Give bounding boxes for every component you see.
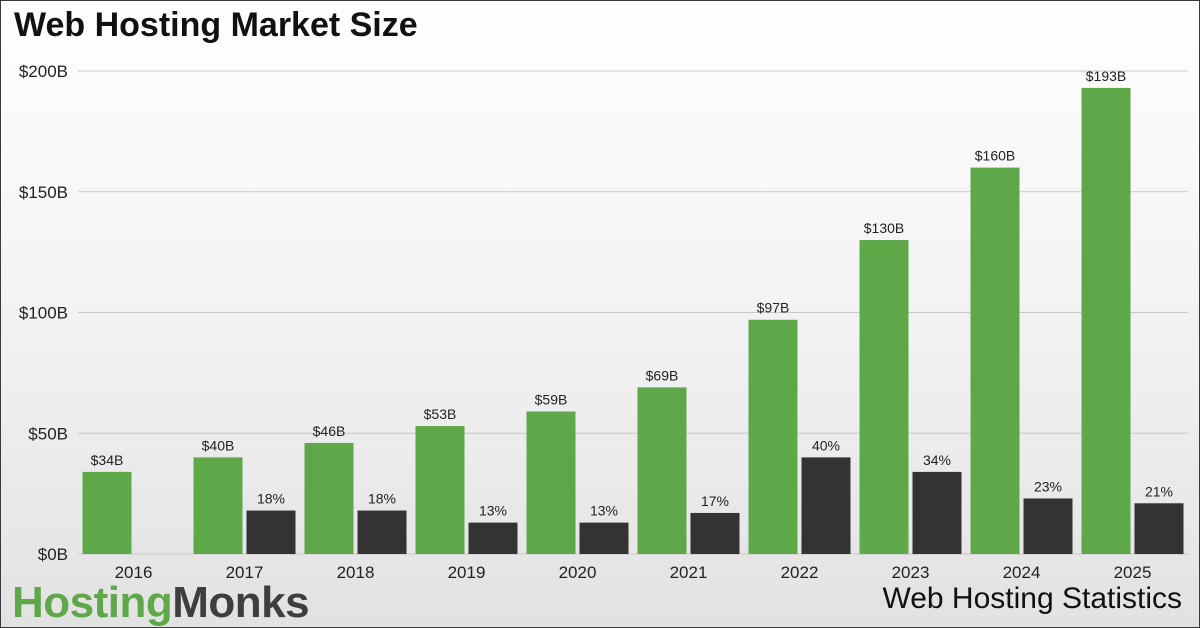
- growth-label-2017: 18%: [257, 491, 285, 507]
- market-size-label-2021: $69B: [646, 367, 679, 383]
- x-axis: 2016 2017 2018 2019 2020 2021 2022 2023 2024 2025: [115, 563, 1152, 582]
- market-size-bar-2024: [970, 167, 1020, 554]
- market-size-label-2016: $34B: [91, 452, 124, 468]
- x-tick-label-2019: 2019: [448, 563, 486, 582]
- hosting-monks-logo: HostingMonks: [12, 578, 310, 628]
- growth-bar-2018: [357, 510, 407, 554]
- logo-part-monks: Monks: [172, 578, 310, 627]
- growth-label-2020: 13%: [590, 503, 618, 519]
- market-size-bar-2020: [526, 411, 576, 554]
- market-size-bar-2021: [637, 387, 687, 554]
- growth-label-2024: 23%: [1034, 478, 1062, 494]
- market-size-label-2017: $40B: [202, 437, 235, 453]
- y-tick-label-100: $100B: [19, 304, 68, 323]
- growth-label-2022: 40%: [812, 437, 840, 453]
- market-size-bar-2022: [748, 319, 798, 554]
- growth-bar-2024: [1023, 498, 1073, 554]
- growth-bar-2020: [579, 522, 629, 554]
- market-size-label-2018: $46B: [313, 423, 346, 439]
- x-tick-label-2017: 2017: [226, 563, 264, 582]
- x-tick-label-2025: 2025: [1114, 563, 1152, 582]
- growth-bar-2025: [1134, 503, 1184, 554]
- market-size-label-2024: $160B: [975, 148, 1015, 164]
- chart-title: Web Hosting Market Size: [14, 6, 418, 44]
- market-size-bar-2018: [304, 442, 354, 554]
- x-tick-label-2016: 2016: [115, 563, 153, 582]
- y-tick-label-200: $200B: [19, 62, 68, 81]
- growth-label-2023: 34%: [923, 452, 951, 468]
- market-size-label-2023: $130B: [864, 220, 904, 236]
- growth-label-2018: 18%: [368, 491, 396, 507]
- logo-part-hosting: Hosting: [12, 578, 173, 627]
- market-size-label-2020: $59B: [535, 392, 568, 408]
- market-size-bar-2017: [193, 457, 243, 554]
- growth-bar-2021: [690, 512, 740, 554]
- data-labels: $34B $40B 18% $46B 18% $53B 13% $59B 13% $69B 17% $…: [91, 68, 1173, 519]
- growth-label-2019: 13%: [479, 503, 507, 519]
- market-size-label-2022: $97B: [757, 300, 790, 316]
- market-size-bar-2023: [859, 240, 909, 555]
- growth-bar-2017: [246, 510, 296, 554]
- y-tick-label-150: $150B: [19, 183, 68, 202]
- growth-bar-2019: [468, 522, 518, 554]
- x-tick-label-2023: 2023: [892, 563, 930, 582]
- footer-caption: Web Hosting Statistics: [882, 582, 1182, 615]
- x-tick-label-2020: 2020: [559, 563, 597, 582]
- growth-label-2025: 21%: [1145, 483, 1173, 499]
- market-size-bar-2025: [1081, 87, 1131, 554]
- growth-label-2021: 17%: [701, 493, 729, 509]
- y-tick-label-50: $50B: [28, 424, 68, 443]
- growth-bar-2023: [912, 471, 962, 554]
- x-tick-label-2018: 2018: [337, 563, 375, 582]
- y-tick-label-0: $0B: [38, 545, 68, 564]
- market-size-bar-2019: [415, 426, 465, 554]
- gridlines: [78, 70, 1188, 555]
- market-size-bar-2016: [82, 471, 132, 554]
- market-size-label-2025: $193B: [1086, 68, 1126, 84]
- x-tick-label-2024: 2024: [1003, 563, 1041, 582]
- x-tick-label-2022: 2022: [781, 563, 819, 582]
- market-size-label-2019: $53B: [424, 406, 457, 422]
- y-axis: $0B $50B $100B $150B $200B: [19, 62, 68, 564]
- bars: [82, 87, 1184, 555]
- growth-bar-2022: [801, 457, 851, 554]
- x-tick-label-2021: 2021: [670, 563, 708, 582]
